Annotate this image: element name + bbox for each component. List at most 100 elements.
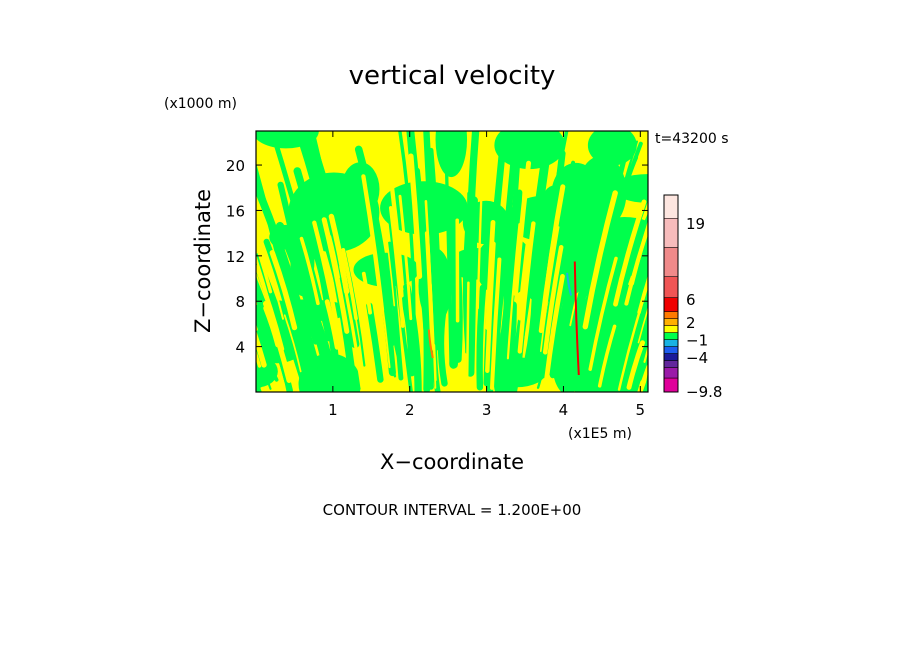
velocity-field xyxy=(256,131,648,392)
x-tick-label: 3 xyxy=(482,401,492,419)
field-streak xyxy=(263,305,281,348)
colorbar-segment xyxy=(663,318,679,326)
field-streak xyxy=(339,265,364,389)
field-streak xyxy=(513,160,532,296)
colorbar-segment xyxy=(663,297,679,312)
colorbar-label: −4 xyxy=(686,349,708,367)
y-tick-label: 8 xyxy=(235,293,245,311)
colorbar-label: 6 xyxy=(686,291,696,309)
field-streak xyxy=(444,155,453,366)
field-streak xyxy=(262,323,290,392)
colorbar-labels: 19 6 2−1−4 −9.8 xyxy=(686,215,722,401)
colorbar-segment xyxy=(663,360,679,368)
colorbar-label: 2 xyxy=(686,314,696,332)
field-streak xyxy=(608,249,648,392)
x-tick-label: 4 xyxy=(559,401,569,419)
field-streak xyxy=(256,274,273,368)
field-streak xyxy=(256,237,273,294)
y-axis-label: Z−coordinate xyxy=(191,189,215,333)
field-streak xyxy=(269,250,298,331)
colorbar-segment xyxy=(663,367,679,379)
field-streak xyxy=(256,349,262,368)
contour-interval: CONTOUR INTERVAL = 1.200E+00 xyxy=(323,501,582,519)
plot-area xyxy=(255,130,649,393)
field-streak xyxy=(490,257,502,390)
field-streak xyxy=(256,225,284,320)
field-streak xyxy=(582,140,638,375)
field-streak xyxy=(613,199,647,307)
colorbar-label: −1 xyxy=(686,332,708,350)
colorbar-label: −9.8 xyxy=(686,383,722,401)
field-streak xyxy=(476,185,483,310)
x-axis-ticks: 1 2 3 4 5 xyxy=(328,131,645,419)
x-tick-label: 2 xyxy=(405,401,415,419)
field-streak xyxy=(408,153,423,280)
downdraft-core xyxy=(566,272,573,296)
field-streak xyxy=(504,301,517,375)
field-streak xyxy=(506,223,521,360)
field-streak xyxy=(554,146,614,367)
field-streak xyxy=(622,294,648,392)
y-tick-label: 16 xyxy=(226,202,245,220)
field-streak xyxy=(256,174,319,377)
field-streak xyxy=(389,181,404,286)
field-streak xyxy=(476,284,487,391)
y-axis-unit: (x1000 m) xyxy=(164,96,237,112)
field-streak xyxy=(544,273,565,383)
colorbar-segment xyxy=(663,339,679,347)
thin-updraft xyxy=(427,329,434,359)
field-streak xyxy=(310,304,337,392)
updraft-core xyxy=(573,261,580,376)
plot-frame xyxy=(255,130,649,393)
colorbar-segment xyxy=(663,218,679,248)
field-streak xyxy=(517,240,531,321)
field-streak xyxy=(495,261,510,356)
x-tick-label: 1 xyxy=(328,401,338,419)
colorbar-segment xyxy=(663,247,679,277)
field-streak xyxy=(626,340,645,390)
field-streak xyxy=(283,314,302,373)
field-streak xyxy=(256,329,267,368)
colorbar xyxy=(663,194,679,393)
field-streak xyxy=(497,285,512,356)
field-streak xyxy=(403,288,417,372)
field-streak xyxy=(543,184,566,297)
time-label: t=43200 s xyxy=(655,131,729,147)
field-streak xyxy=(361,271,372,315)
field-streak xyxy=(517,221,536,354)
colorbar-segment xyxy=(663,346,679,354)
field-streak xyxy=(287,270,318,369)
field-streak xyxy=(256,254,289,354)
colorbar-segment xyxy=(663,325,679,333)
field-streak xyxy=(524,296,538,364)
field-streak xyxy=(398,131,416,345)
velocity-features xyxy=(427,261,580,376)
field-streak xyxy=(588,256,618,371)
colorbar-segment xyxy=(663,276,679,298)
field-patch xyxy=(435,131,468,178)
field-streak xyxy=(383,220,396,307)
colorbar-segment xyxy=(663,311,679,319)
field-streak xyxy=(465,281,470,379)
colorbar-segment xyxy=(663,194,679,219)
field-streak xyxy=(433,344,437,382)
field-streak xyxy=(398,194,413,321)
field-streak xyxy=(256,254,274,313)
x-axis-label: X−coordinate xyxy=(380,450,524,474)
field-streak xyxy=(529,235,551,382)
field-streak xyxy=(485,220,496,331)
field-streak xyxy=(388,206,405,328)
field-streak xyxy=(630,220,648,286)
colorbar-frame xyxy=(663,194,679,393)
field-streak xyxy=(603,231,648,390)
colorbar-segment xyxy=(663,332,679,340)
y-axis-ticks: 4 8 12 16 20 xyxy=(226,157,648,357)
field-streak xyxy=(299,236,320,306)
field-streak xyxy=(312,220,344,351)
y-tick-label: 20 xyxy=(226,157,245,175)
chart-title: vertical velocity xyxy=(349,61,556,91)
colorbar-label: 19 xyxy=(686,215,705,233)
x-axis-unit: (x1E5 m) xyxy=(568,426,632,442)
colorbar-segment xyxy=(663,377,679,393)
